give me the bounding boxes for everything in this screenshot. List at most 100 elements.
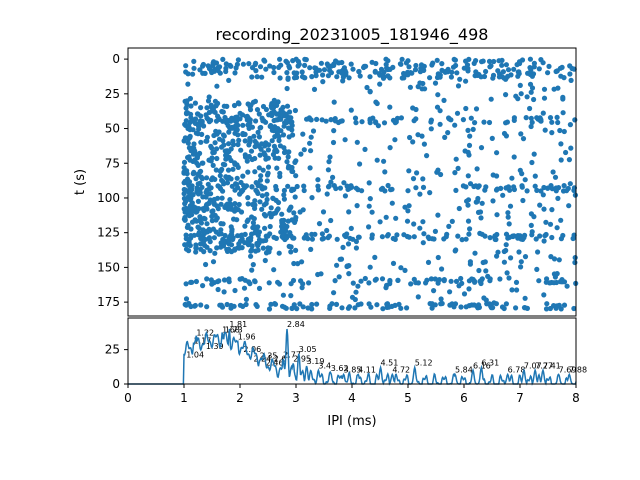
raster-point: [557, 279, 564, 285]
raster-point: [457, 76, 463, 82]
raster-point: [485, 273, 491, 279]
raster-point: [567, 181, 573, 187]
raster-point: [445, 69, 451, 75]
raster-point: [213, 118, 220, 124]
raster-point: [233, 65, 239, 71]
raster-point: [226, 276, 232, 282]
raster-point: [204, 244, 210, 250]
raster-point: [561, 128, 567, 135]
raster-point: [401, 70, 407, 77]
raster-point: [239, 276, 245, 282]
raster-point: [344, 231, 350, 237]
raster-point: [254, 240, 260, 247]
raster-point: [285, 76, 291, 82]
raster-point: [330, 139, 337, 146]
raster-point: [204, 229, 210, 235]
raster-point: [310, 128, 317, 134]
raster-point: [211, 149, 217, 155]
raster-point: [226, 77, 232, 83]
raster-point: [259, 193, 265, 199]
raster-point: [279, 218, 285, 224]
raster-point: [252, 198, 258, 204]
raster-point: [228, 117, 234, 123]
raster-point: [286, 134, 292, 140]
raster-point: [402, 267, 408, 273]
raster-point: [313, 69, 319, 75]
raster-point: [553, 185, 559, 191]
raster-point: [454, 70, 460, 76]
raster-point: [540, 110, 546, 116]
peak-label: 7.88: [569, 365, 587, 374]
raster-point: [520, 197, 526, 204]
raster-point: [260, 118, 266, 124]
raster-point: [192, 157, 198, 163]
raster-point: [438, 301, 444, 307]
raster-point: [311, 86, 318, 92]
raster-point: [510, 184, 517, 190]
raster-point: [520, 136, 527, 142]
raster-point: [411, 221, 417, 227]
raster-point: [211, 196, 217, 203]
raster-point: [467, 133, 473, 139]
raster-point: [358, 301, 364, 307]
raster-point: [483, 68, 489, 75]
peak-label: 3.19: [307, 357, 325, 366]
raster-point: [535, 249, 541, 255]
raster-point: [192, 100, 198, 106]
raster-point: [216, 129, 222, 135]
raster-point: [218, 227, 224, 233]
raster-point: [232, 201, 238, 207]
raster-point: [353, 238, 359, 245]
raster-point: [451, 56, 457, 63]
raster-point: [210, 208, 216, 214]
raster-point: [414, 170, 420, 176]
raster-point: [387, 145, 393, 151]
peak-label: 1.39: [206, 342, 224, 351]
raster-point: [556, 302, 562, 308]
raster-point: [337, 256, 343, 262]
raster-point: [252, 205, 258, 211]
raster-point: [555, 119, 561, 126]
raster-point: [212, 140, 218, 146]
raster-point: [292, 107, 298, 114]
raster-point: [256, 134, 262, 140]
raster-point: [299, 69, 305, 75]
raster-point: [438, 296, 444, 302]
raster-point: [184, 171, 190, 177]
raster-point: [549, 119, 555, 125]
raster-point: [527, 65, 533, 71]
raster-point: [286, 207, 292, 213]
raster-point: [463, 58, 469, 64]
raster-point: [254, 107, 261, 113]
raster-point: [257, 199, 263, 205]
raster-point: [252, 169, 258, 175]
raster-point: [290, 168, 296, 175]
raster-point: [541, 95, 548, 101]
raster-point: [528, 222, 534, 228]
raster-point: [435, 212, 441, 218]
raster-point: [537, 202, 543, 208]
raster-point: [404, 218, 411, 224]
raster-point: [476, 267, 482, 274]
raster-point: [543, 306, 550, 312]
raster-point: [567, 63, 573, 69]
raster-point: [230, 138, 236, 144]
raster-point: [234, 175, 240, 181]
raster-point: [249, 267, 255, 273]
raster-point: [499, 304, 506, 310]
raster-point: [466, 142, 473, 148]
raster-point: [254, 74, 260, 80]
raster-point: [262, 257, 268, 264]
raster-point: [218, 201, 224, 207]
raster-point: [238, 147, 244, 153]
raster-point: [291, 210, 297, 216]
raster-point: [405, 208, 411, 214]
raster-point: [331, 183, 337, 189]
raster-point: [503, 92, 509, 98]
raster-point: [481, 119, 487, 125]
raster-point: [256, 111, 262, 117]
raster-point: [489, 135, 495, 141]
raster-point: [183, 110, 190, 116]
raster-point: [307, 140, 313, 146]
raster-point: [551, 86, 557, 92]
